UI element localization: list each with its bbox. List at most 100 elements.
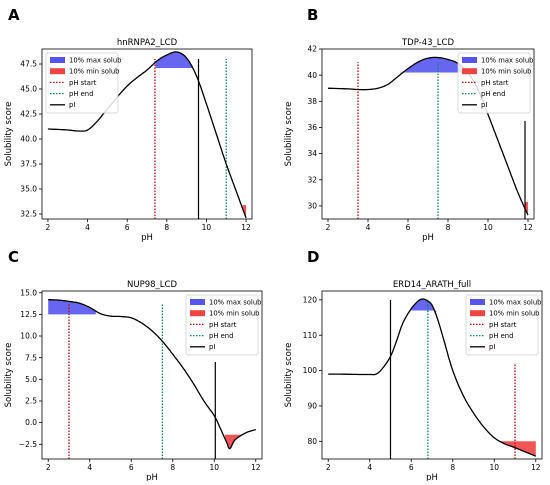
y-tick-label: 2.5 bbox=[25, 397, 37, 406]
x-tick-label: 6 bbox=[129, 463, 134, 472]
chart-title: ERD14_ARATH_full bbox=[393, 280, 471, 290]
legend-label: 10% min solub bbox=[489, 310, 539, 318]
legend-label: pH start bbox=[481, 79, 509, 87]
y-tick-label: 45.0 bbox=[20, 85, 37, 94]
legend-label: pH end bbox=[481, 90, 505, 98]
legend-min-swatch bbox=[470, 310, 485, 317]
x-tick-label: 6 bbox=[125, 223, 130, 232]
y-axis-label: Solubility score bbox=[4, 102, 14, 167]
x-tick-label: 2 bbox=[326, 223, 331, 232]
legend-label: 10% min solub bbox=[481, 68, 531, 76]
legend-label: 10% max solub bbox=[69, 56, 121, 64]
y-tick-label: 30 bbox=[307, 202, 317, 211]
y-tick-label: 40.0 bbox=[20, 135, 37, 144]
panel-d: D ERD14_ARATH_full 2 4 6 8 10 12 80 90 100 110 120 pH… bbox=[284, 248, 543, 483]
y-tick-label: 47.5 bbox=[20, 60, 37, 69]
x-tick-label: 4 bbox=[367, 463, 372, 472]
x-tick-label: 2 bbox=[326, 463, 331, 472]
panel-letter: B bbox=[307, 6, 318, 24]
solubility-curve bbox=[47, 51, 247, 219]
y-tick-label: −2.5 bbox=[19, 440, 37, 449]
chart-title: NUP98_LCD bbox=[127, 280, 177, 290]
x-tick-label: 8 bbox=[450, 463, 455, 472]
y-tick-label: 120 bbox=[303, 295, 318, 304]
y-tick-label: 90 bbox=[307, 402, 317, 411]
y-tick-label: 34 bbox=[307, 149, 317, 158]
x-tick-label: 12 bbox=[251, 463, 261, 472]
panel-letter: D bbox=[307, 248, 319, 266]
legend-label: pH end bbox=[209, 332, 233, 340]
legend-label: pI bbox=[489, 343, 495, 351]
legend-label: 10% max solub bbox=[489, 298, 541, 306]
y-tick-label: 7.5 bbox=[25, 353, 37, 362]
legend-label: pH end bbox=[489, 332, 513, 340]
y-tick-label: 5.0 bbox=[25, 375, 37, 384]
y-tick-label: 35.0 bbox=[20, 185, 37, 194]
plot-area bbox=[48, 299, 256, 459]
x-axis-label: pH bbox=[146, 473, 158, 481]
chart-title: hnRNPA2_LCD bbox=[117, 38, 178, 48]
chart-title: TDP-43_LCD bbox=[401, 38, 454, 48]
y-tick-label: 110 bbox=[303, 331, 318, 340]
plot-frame bbox=[41, 48, 253, 220]
legend-max-swatch bbox=[462, 57, 477, 63]
panel-letter: A bbox=[8, 6, 20, 24]
plot-frame bbox=[41, 290, 263, 460]
y-tick-label: 12.5 bbox=[20, 310, 37, 319]
plot-frame bbox=[321, 48, 535, 220]
plot-area bbox=[327, 56, 529, 219]
x-tick-label: 4 bbox=[366, 223, 371, 232]
panel-letter: C bbox=[8, 248, 19, 266]
legend-label: pI bbox=[69, 101, 75, 109]
x-tick-label: 10 bbox=[489, 463, 499, 472]
legend-box bbox=[465, 294, 539, 356]
y-tick-label: 42 bbox=[307, 45, 317, 54]
plot-area bbox=[328, 298, 537, 459]
solubility-curve bbox=[48, 299, 256, 450]
legend-label: pH start bbox=[209, 321, 237, 329]
legend-min-swatch bbox=[190, 310, 205, 317]
x-tick-label: 4 bbox=[87, 463, 92, 472]
legend-label: 10% min solub bbox=[69, 68, 119, 76]
legend-label: 10% min solub bbox=[209, 310, 259, 318]
y-axis-label: Solubility score bbox=[4, 343, 14, 408]
x-tick-label: 4 bbox=[85, 223, 90, 232]
x-tick-label: 12 bbox=[523, 223, 533, 232]
plot-area bbox=[47, 51, 247, 219]
legend-min-swatch bbox=[462, 68, 477, 75]
y-tick-label: 42.5 bbox=[20, 110, 37, 119]
y-axis-label: Solubility score bbox=[284, 343, 294, 408]
legend: 10% max solub 10% min solub pH start pH end… bbox=[457, 52, 533, 114]
legend-box bbox=[185, 294, 259, 356]
x-tick-label: 6 bbox=[406, 223, 411, 232]
y-tick-label: 100 bbox=[303, 366, 318, 375]
legend-label: 10% max solub bbox=[209, 298, 261, 306]
max-solub-region bbox=[48, 299, 96, 315]
y-axis-label: Solubility score bbox=[284, 102, 294, 167]
legend: 10% max solub 10% min solub pH start pH end… bbox=[185, 294, 261, 356]
x-tick-label: 10 bbox=[483, 223, 493, 232]
x-tick-label: 6 bbox=[409, 463, 414, 472]
legend-box bbox=[457, 52, 531, 114]
x-axis-label: pH bbox=[422, 233, 434, 243]
legend-label: pI bbox=[481, 101, 487, 109]
plot-frame bbox=[321, 290, 543, 460]
legend-box bbox=[45, 52, 119, 114]
legend-label: pH start bbox=[489, 321, 517, 329]
x-tick-label: 8 bbox=[164, 223, 169, 232]
x-axis-label: pH bbox=[426, 473, 438, 481]
legend-label: pI bbox=[209, 343, 215, 351]
legend-label: 10% max solub bbox=[481, 56, 533, 64]
y-tick-label: 36 bbox=[307, 123, 317, 132]
legend: 10% max solub 10% min solub pH start pH end… bbox=[45, 52, 121, 114]
x-tick-label: 12 bbox=[531, 463, 541, 472]
y-tick-label: 32.5 bbox=[20, 210, 37, 219]
legend-max-swatch bbox=[190, 299, 205, 305]
x-tick-label: 2 bbox=[46, 223, 51, 232]
solubility-curve bbox=[327, 56, 529, 216]
x-tick-label: 10 bbox=[209, 463, 219, 472]
y-tick-label: 15.0 bbox=[20, 288, 37, 297]
